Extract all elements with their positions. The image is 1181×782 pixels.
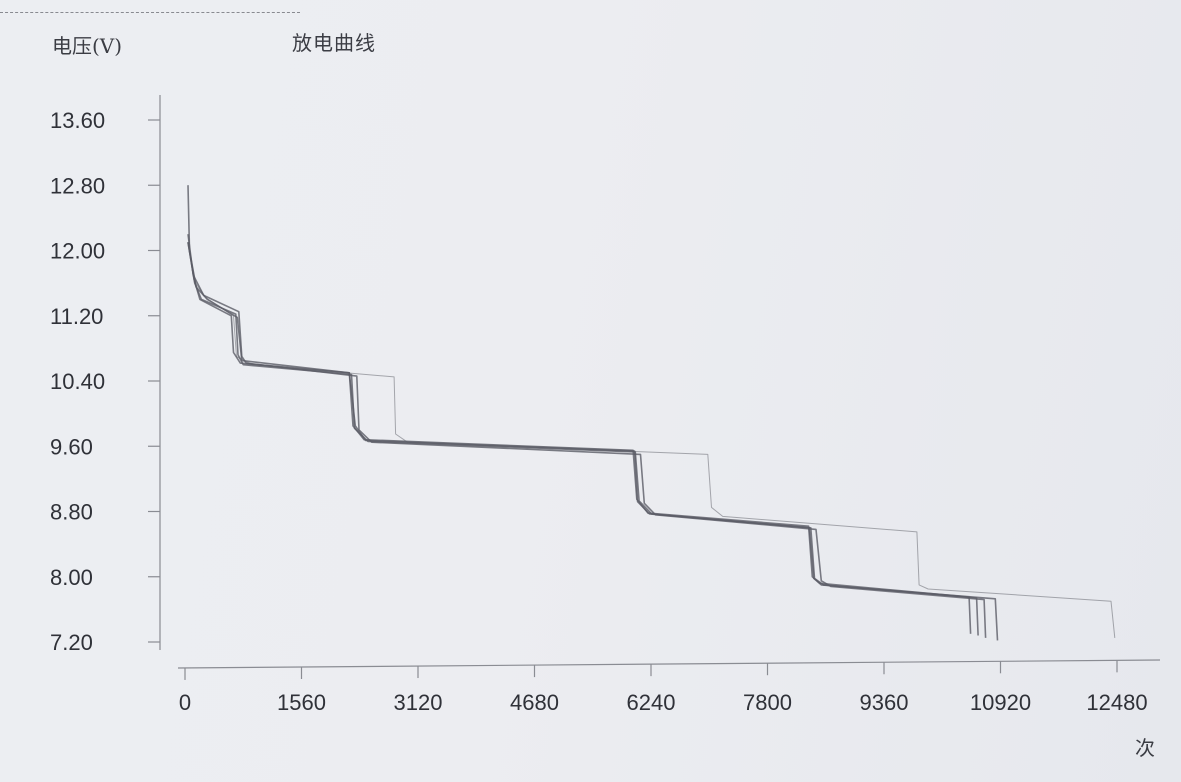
y-tick-label: 7.20: [50, 630, 93, 655]
x-tick-label: 12480: [1086, 690, 1147, 715]
y-tick-label: 13.60: [50, 108, 105, 133]
y-axis-label: 电压(V): [52, 34, 123, 58]
y-ticks: 7.20 8.00 8.80 9.60 10.40 11.20 12.00 12.80 13.6…: [50, 108, 160, 655]
paper-edge: [0, 12, 300, 13]
y-tick-label: 11.20: [50, 304, 103, 329]
series-lines: [187, 185, 1116, 641]
y-tick-label: 10.40: [50, 369, 105, 394]
x-tick-label: 3120: [394, 690, 443, 715]
x-ticks: 0 1560 3120 4680 6240 7800 9360 10920 12480: [179, 660, 1148, 715]
discharge-curve-4: [187, 242, 1116, 638]
x-tick-label: 0: [179, 690, 191, 715]
x-tick-label: 9360: [860, 690, 909, 715]
axes: [159, 95, 1161, 669]
x-axis-label: 次: [1135, 736, 1155, 760]
x-tick-label: 1560: [277, 690, 326, 715]
chart-title: 放电曲线: [292, 31, 376, 55]
x-tick-label: 10920: [970, 690, 1031, 715]
x-tick-label: 6240: [627, 690, 676, 715]
discharge-curve-2: [187, 242, 979, 636]
discharge-curve-3: [187, 234, 987, 638]
x-tick-label: 4680: [510, 690, 559, 715]
discharge-curve-1: [187, 242, 972, 634]
x-tick-label: 7800: [743, 690, 792, 715]
y-tick-label: 8.00: [50, 565, 93, 590]
y-tick-label: 12.80: [50, 173, 105, 198]
y-tick-label: 8.80: [50, 500, 93, 525]
y-tick-label: 12.00: [50, 239, 105, 264]
discharge-curve-5: [187, 185, 999, 641]
y-tick-label: 9.60: [50, 434, 93, 459]
x-axis-line: [177, 659, 1161, 669]
